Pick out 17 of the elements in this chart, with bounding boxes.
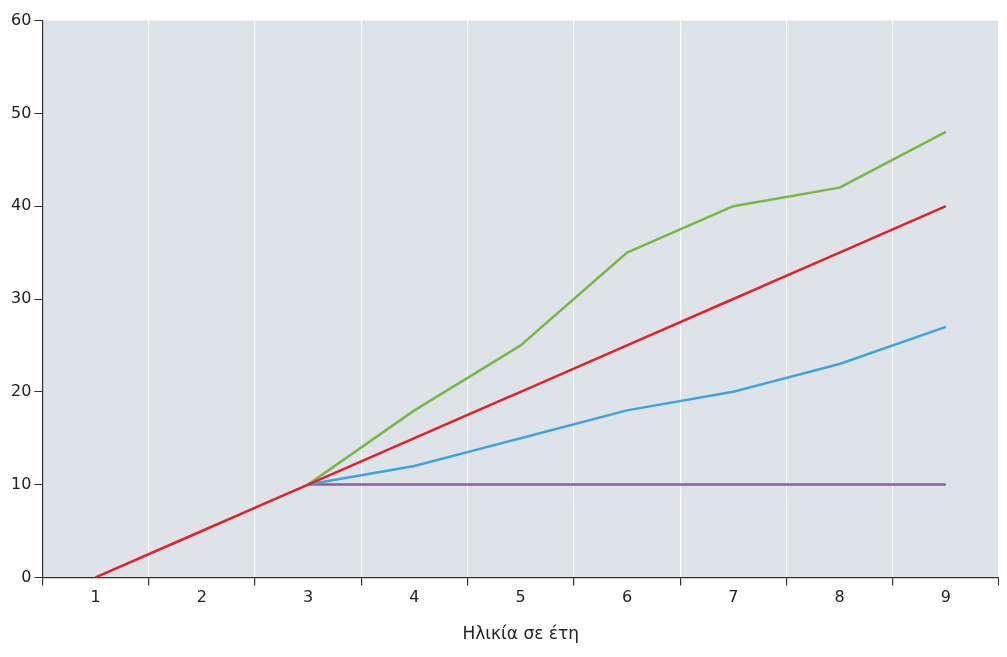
x-tick-label: 3 <box>303 587 314 607</box>
x-tick-label: 6 <box>621 587 633 607</box>
x-tick-label: 5 <box>515 587 526 607</box>
y-tick-label: 0 <box>21 566 32 586</box>
y-tick-label: 40 <box>11 195 32 215</box>
x-tick-label: 1 <box>90 587 101 607</box>
x-axis-title: Ηλικία σε έτη <box>462 623 579 644</box>
x-tick-label: 4 <box>409 587 420 607</box>
x-tick-label: 2 <box>196 587 207 607</box>
x-tick-label: 9 <box>940 587 951 607</box>
y-tick-label: 30 <box>11 288 32 308</box>
x-tick-label: 8 <box>834 587 845 607</box>
y-tick-label: 10 <box>11 473 32 493</box>
x-tick-label: 7 <box>728 587 739 607</box>
y-tick-label: 20 <box>11 380 32 400</box>
y-tick-label: 50 <box>11 102 32 122</box>
y-tick-label: 60 <box>11 9 32 29</box>
